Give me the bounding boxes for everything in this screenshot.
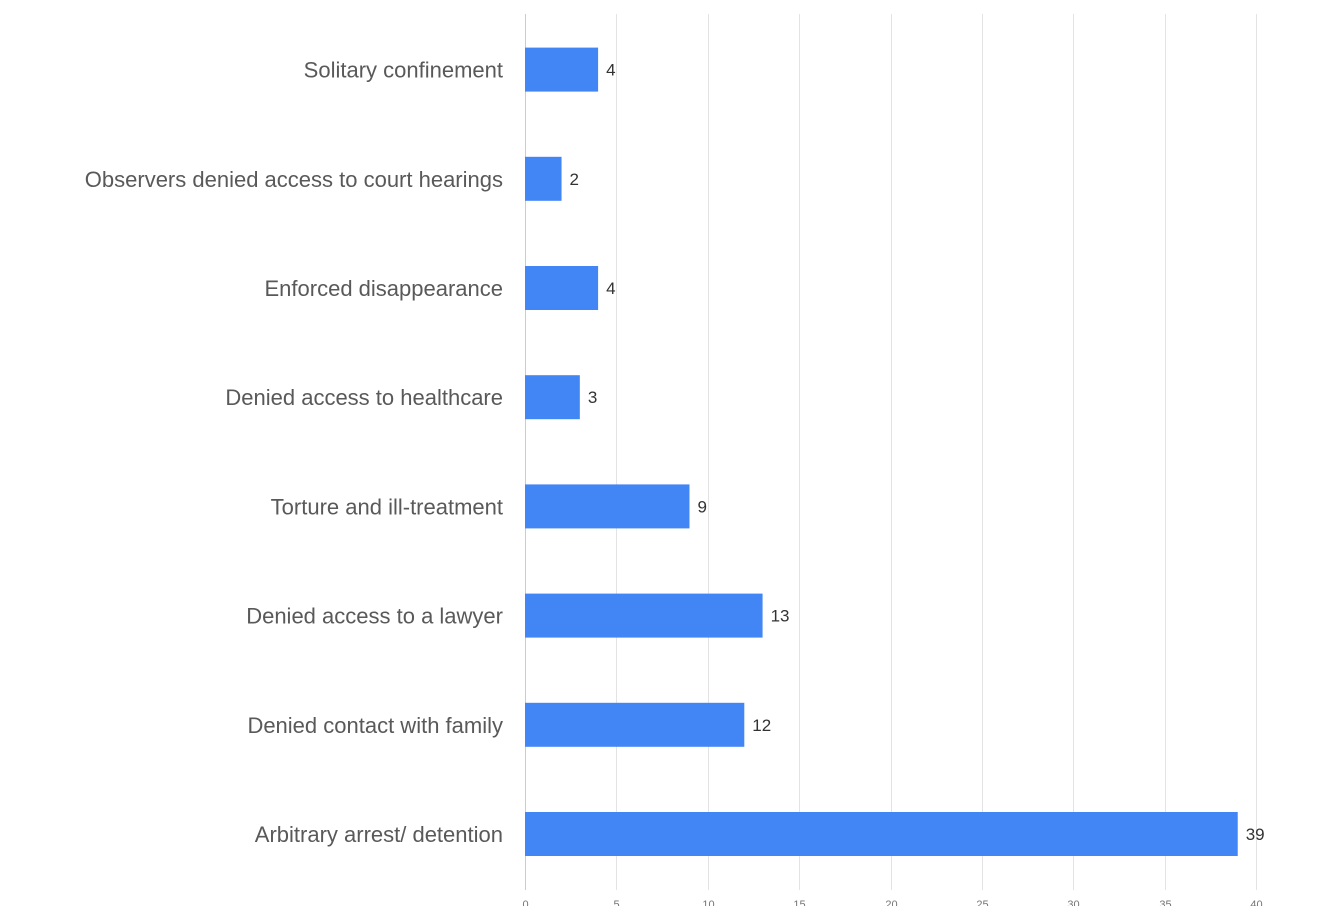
x-axis-ticks: 0 5 10 15 20 25 30 35 40	[522, 899, 1262, 906]
data-label: 39	[1246, 825, 1265, 844]
x-tick-label: 15	[793, 899, 805, 906]
grid-layer	[525, 14, 1257, 890]
category-label: Observers denied access to court hearing…	[85, 167, 503, 192]
bar	[525, 593, 763, 638]
bar-layer	[525, 47, 1238, 856]
data-label: 3	[588, 388, 597, 407]
x-tick-label: 0	[522, 899, 528, 906]
bar	[525, 484, 690, 529]
category-label: Torture and ill-treatment	[271, 494, 503, 519]
bar	[525, 47, 599, 92]
bar	[525, 812, 1238, 856]
category-label: Denied access to a lawyer	[246, 604, 503, 629]
category-label: Denied contact with family	[247, 713, 503, 738]
x-tick-label: 5	[613, 899, 619, 906]
x-tick-label: 30	[1067, 899, 1079, 906]
x-tick-label: 20	[885, 899, 897, 906]
label-layer: Solitary confinement 4 Observers denied ac…	[85, 58, 1265, 847]
data-label: 4	[606, 279, 615, 298]
category-label: Enforced disappearance	[265, 276, 504, 301]
bar	[525, 156, 562, 201]
bar	[525, 375, 580, 420]
data-label: 13	[771, 607, 790, 626]
data-label: 4	[606, 61, 615, 80]
data-label: 9	[697, 497, 706, 516]
x-tick-label: 35	[1159, 899, 1171, 906]
x-tick-label: 25	[976, 899, 988, 906]
x-tick-label: 10	[702, 899, 714, 906]
category-label: Denied access to healthcare	[225, 385, 503, 410]
x-tick-label: 40	[1250, 899, 1262, 906]
category-label: Solitary confinement	[304, 58, 503, 83]
data-label: 12	[752, 716, 771, 735]
bar	[525, 266, 599, 310]
data-label: 2	[570, 170, 579, 189]
bar	[525, 702, 745, 747]
category-label: Arbitrary arrest/ detention	[255, 822, 503, 847]
